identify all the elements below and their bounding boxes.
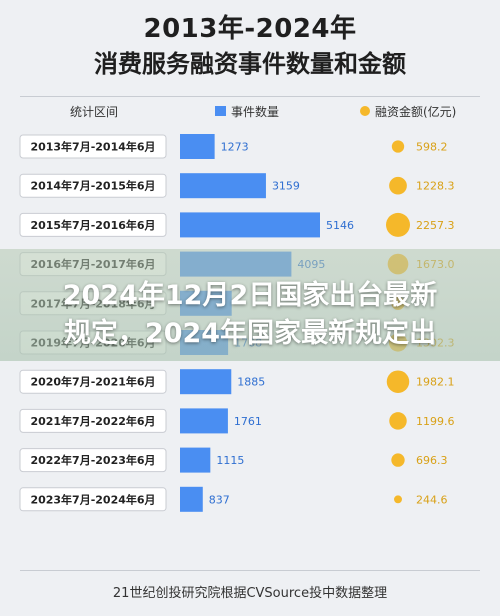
count-bar <box>180 408 228 434</box>
legend-count-swatch <box>215 106 226 116</box>
period-label: 2014年7月-2015年6月 <box>30 179 155 193</box>
legend-count-label: 事件数量 <box>231 105 280 119</box>
amount-value-label: 696.3 <box>416 454 448 467</box>
amount-value-label: 244.6 <box>416 493 448 506</box>
count-value-label: 1273 <box>221 141 249 154</box>
amount-bubble <box>386 212 410 237</box>
headline-banner <box>0 249 500 361</box>
amount-value-label: 2257.3 <box>416 219 455 232</box>
period-label: 2013年7月-2014年6月 <box>30 140 155 154</box>
count-value-label: 1115 <box>216 454 244 467</box>
data-source-note: 21世纪创投研究院根据CVSource投中数据整理 <box>112 586 388 601</box>
count-bar <box>180 212 320 238</box>
headline-line2: 规定，2024年国家最新规定出 <box>63 318 437 349</box>
amount-value-label: 598.2 <box>416 141 448 154</box>
period-label: 2020年7月-2021年6月 <box>30 375 155 389</box>
footer-divider <box>20 570 480 571</box>
amount-bubble <box>389 176 407 195</box>
title-divider <box>20 96 480 97</box>
period-pill <box>19 448 167 473</box>
period-pill <box>19 134 167 159</box>
legend-amount-label: 融资金额(亿元) <box>375 105 457 119</box>
count-value-label: 5146 <box>326 219 354 232</box>
period-pill <box>19 369 167 394</box>
count-value-label: 1761 <box>234 415 262 428</box>
period-label: 2022年7月-2023年6月 <box>30 453 155 467</box>
amount-value-label: 1982.1 <box>416 376 455 389</box>
count-bar <box>180 173 266 199</box>
period-pill <box>19 173 167 198</box>
count-bar <box>180 447 211 473</box>
period-pill <box>19 408 167 433</box>
count-bar <box>180 369 232 395</box>
count-value-label: 1885 <box>237 376 265 389</box>
legend-amount-swatch <box>360 106 370 116</box>
count-bar <box>180 134 215 159</box>
period-label: 2015年7月-2016年6月 <box>30 218 155 232</box>
count-value-label: 3159 <box>272 180 300 193</box>
column-header-period: 统计区间 <box>70 105 119 119</box>
amount-bubble <box>391 140 405 153</box>
count-bar <box>180 486 203 512</box>
chart-title-line1: 2013年-2024年 <box>143 14 357 44</box>
period-pill <box>19 212 167 237</box>
amount-bubble <box>386 370 410 393</box>
amount-bubble <box>391 453 405 467</box>
period-pill <box>19 487 167 512</box>
chart-title-line2: 消费服务融资事件数量和金额 <box>94 50 406 78</box>
amount-value-label: 1199.6 <box>416 415 455 428</box>
period-label: 2021年7月-2022年6月 <box>30 414 155 428</box>
count-value-label: 837 <box>209 493 230 506</box>
amount-bubble <box>394 495 402 504</box>
amount-bubble <box>389 412 407 430</box>
headline-line1: 2024年12月2日国家出台最新 <box>62 280 438 311</box>
amount-value-label: 1228.3 <box>416 180 455 193</box>
period-label: 2023年7月-2024年6月 <box>30 492 155 506</box>
